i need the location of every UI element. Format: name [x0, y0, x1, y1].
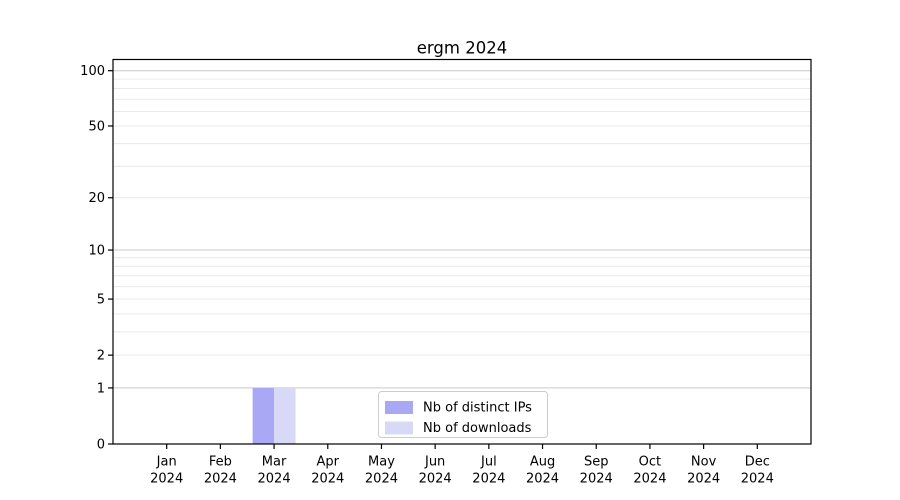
- legend-label-distinct-ips: Nb of distinct IPs: [423, 401, 532, 416]
- y-tick-label: 5: [97, 293, 105, 308]
- x-tick-label-month: Mar: [262, 455, 287, 470]
- x-tick-label-month: Jul: [480, 455, 497, 470]
- x-tick-label-year: 2024: [365, 472, 398, 487]
- plot-frame: [112, 58, 812, 445]
- x-tick-label-month: Sep: [584, 455, 609, 470]
- y-tick-label: 100: [80, 64, 105, 79]
- legend: Nb of distinct IPs Nb of downloads: [378, 391, 548, 438]
- x-tick-label-month: May: [368, 455, 395, 470]
- x-tick-label-year: 2024: [150, 472, 183, 487]
- x-tick-label-year: 2024: [258, 472, 291, 487]
- x-tick-label-month: Jun: [424, 455, 445, 470]
- x-tick-label-month: Oct: [639, 455, 661, 470]
- x-tick-label-month: Apr: [317, 455, 340, 470]
- x-tick-label-year: 2024: [419, 472, 452, 487]
- y-tick-label: 10: [88, 244, 105, 259]
- legend-swatch-downloads-icon: [385, 421, 413, 435]
- x-tick-label-month: Jan: [156, 455, 177, 470]
- x-tick-label-month: Nov: [691, 455, 717, 470]
- y-tick-label: 1: [97, 381, 105, 396]
- y-tick-label: 0: [97, 438, 105, 453]
- y-tick-label: 2: [97, 349, 105, 364]
- x-tick-label-month: Aug: [530, 455, 555, 470]
- x-tick-label-year: 2024: [204, 472, 237, 487]
- bar-nb-of-downloads-mar: [274, 387, 296, 444]
- x-tick-label-year: 2024: [741, 472, 774, 487]
- y-tick-label: 50: [88, 119, 105, 134]
- bar-nb-of-distinct-ips-mar: [252, 387, 275, 444]
- x-tick-label-year: 2024: [633, 472, 666, 487]
- legend-box: [378, 391, 548, 438]
- x-tick-label-month: Dec: [745, 455, 770, 470]
- plot-area: 0 1 2 5 10 20 50 100 Jan 2024 Feb 2024 Mar 2024 Apr 202…: [80, 58, 812, 487]
- chart-title: ergm 2024: [417, 39, 507, 58]
- x-tick-label-year: 2024: [580, 472, 613, 487]
- y-tick-label: 20: [88, 191, 105, 206]
- legend-swatch-distinct-ips-icon: [385, 401, 413, 414]
- x-tick-label-year: 2024: [526, 472, 559, 487]
- legend-label-downloads: Nb of downloads: [423, 421, 532, 436]
- x-tick-label-year: 2024: [311, 472, 344, 487]
- x-tick-label-year: 2024: [472, 472, 505, 487]
- x-tick-label-month: Feb: [209, 455, 232, 470]
- x-tick-label-year: 2024: [687, 472, 720, 487]
